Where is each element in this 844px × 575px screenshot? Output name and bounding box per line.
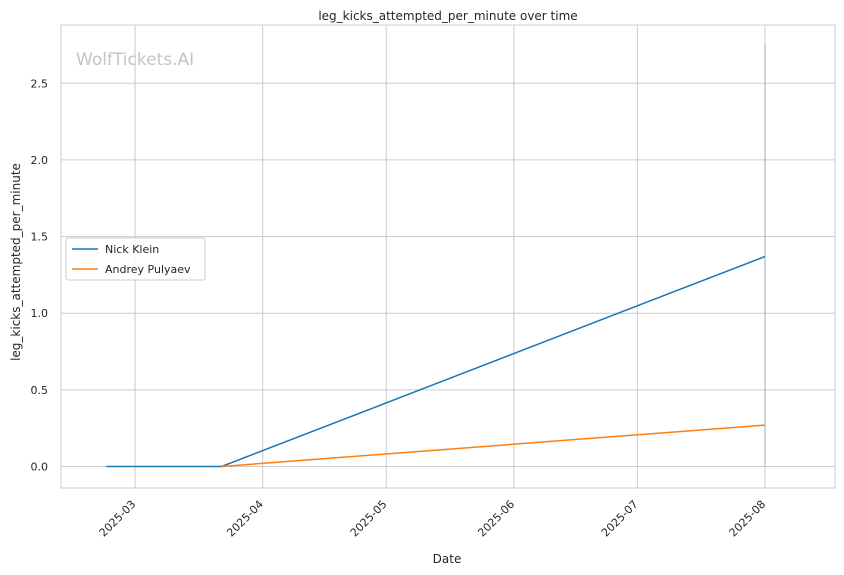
y-tick-label: 0.0: [31, 461, 49, 474]
x-tick-label: 2025-05: [348, 498, 390, 540]
series-line: [106, 255, 766, 468]
y-tick-label: 1.0: [31, 307, 49, 320]
y-tick-labels: 0.0 0.5 1.0 1.5 2.0 2.5: [31, 77, 49, 473]
series-lines: [106, 255, 766, 468]
y-axis-label: leg_kicks_attempted_per_minute: [9, 163, 23, 361]
legend: Nick Klein Andrey Pulyaev: [65, 237, 206, 281]
legend-box: [65, 237, 206, 281]
watermark: WolfTickets.AI: [76, 50, 194, 70]
x-tick-labels: 2025-03 2025-04 2025-05 2025-06 2025-07 2025-…: [97, 498, 769, 540]
y-tick-label: 2.5: [31, 77, 49, 90]
x-tick-label: 2025-04: [224, 498, 266, 540]
y-tick-label: 2.0: [31, 154, 49, 167]
x-tick-label: 2025-06: [475, 498, 517, 540]
chart-title: leg_kicks_attempted_per_minute over time: [318, 9, 577, 23]
y-tick-label: 1.5: [31, 231, 49, 244]
x-tick-label: 2025-03: [97, 498, 139, 540]
y-tick-label: 0.5: [31, 384, 49, 397]
legend-label: Nick Klein: [105, 243, 159, 256]
x-axis-label: Date: [433, 552, 462, 566]
grid: [61, 25, 835, 488]
series-line: [221, 424, 766, 468]
plot-area: [60, 24, 836, 489]
x-tick-label: 2025-07: [599, 498, 641, 540]
legend-label: Andrey Pulyaev: [105, 263, 191, 276]
x-tick-label: 2025-08: [727, 498, 769, 540]
